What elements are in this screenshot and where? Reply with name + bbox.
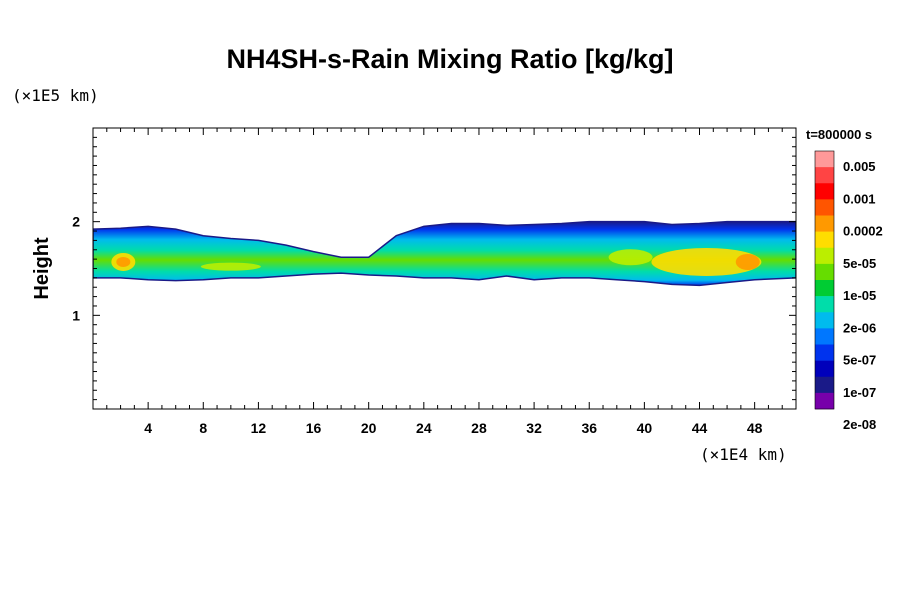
- colorbar-swatch: [815, 263, 834, 281]
- y-tick-label: 2: [72, 214, 80, 230]
- x-tick-label: 44: [692, 420, 708, 436]
- x-tick-label: 32: [526, 420, 542, 436]
- warm-core-2: [651, 247, 762, 276]
- colorbar-swatch: [815, 215, 834, 232]
- colorbar-swatch: [815, 167, 834, 184]
- colorbar-swatch: [815, 344, 834, 361]
- colorbar-swatch: [815, 247, 834, 265]
- x-tick-label: 36: [581, 420, 597, 436]
- colorbar-frame: [814, 150, 835, 410]
- x-tick-label: 20: [361, 420, 377, 436]
- y-unit-label: (×1E5 km): [12, 86, 99, 105]
- warm-core-1: [116, 256, 131, 267]
- x-tick-label: 28: [471, 420, 487, 436]
- colorbar-swatch: [815, 392, 834, 410]
- x-unit-label: (×1E4 km): [700, 445, 787, 464]
- x-tick-label: 16: [306, 420, 322, 436]
- colorbar-swatch: [815, 296, 834, 313]
- colorbar-label: 1e-07: [843, 385, 876, 400]
- colorbar-label: 2e-06: [843, 320, 876, 335]
- y-tick-label: 1: [72, 307, 80, 323]
- colorbar-label: 5e-07: [843, 353, 876, 368]
- colorbar-label: 1e-05: [843, 288, 876, 303]
- x-tick-label: 24: [416, 420, 432, 436]
- colorbar-label: 5e-05: [843, 256, 876, 271]
- warm-core-5: [200, 262, 261, 271]
- colorbar-label: 0.001: [843, 191, 876, 206]
- time-label: t=800000 s: [806, 127, 872, 142]
- colorbar-swatch: [815, 328, 834, 345]
- x-tick-label: 48: [747, 420, 763, 436]
- chart-title: NH4SH-s-Rain Mixing Ratio [kg/kg]: [226, 44, 674, 74]
- colorbar-swatch: [815, 280, 834, 297]
- colorbar-swatch: [815, 151, 834, 168]
- colorbar-swatch: [815, 231, 834, 249]
- colorbar-swatch: [815, 360, 834, 378]
- colorbar-swatch: [815, 312, 834, 329]
- colorbar-swatch: [815, 199, 834, 216]
- colorbar-label: 0.0002: [843, 224, 883, 239]
- colorbar-label: 0.005: [843, 159, 876, 174]
- x-tick-label: 12: [251, 420, 267, 436]
- colorbar-swatch: [815, 376, 834, 394]
- warm-core-3: [735, 253, 760, 270]
- warm-core-4: [608, 249, 653, 266]
- y-axis-label: Height: [31, 237, 53, 300]
- colorbar-swatch: [815, 183, 834, 200]
- x-tick-label: 40: [637, 420, 653, 436]
- cloud-layer: [93, 220, 796, 287]
- x-tick-label: 4: [144, 420, 152, 436]
- x-tick-label: 8: [199, 420, 207, 436]
- colorbar-label: 2e-08: [843, 417, 876, 432]
